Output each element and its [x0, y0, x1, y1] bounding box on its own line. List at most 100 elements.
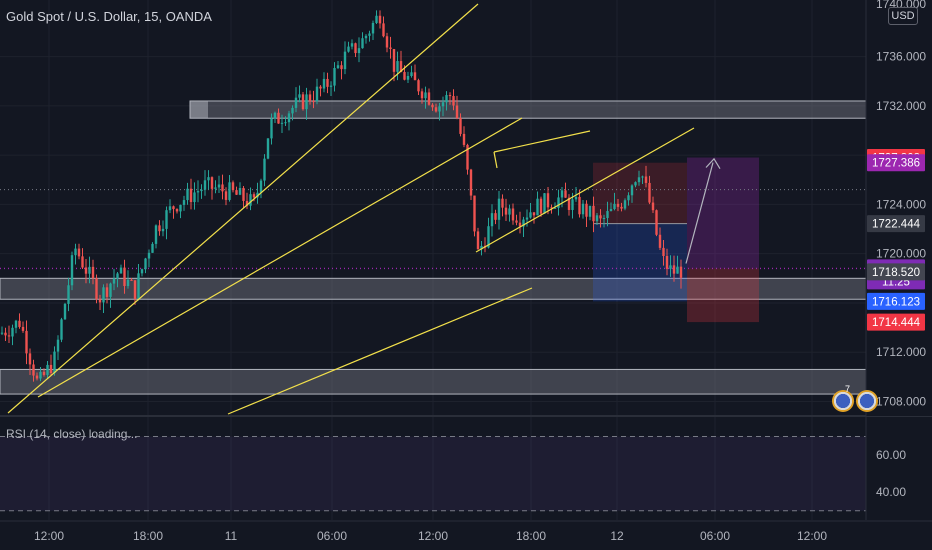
candle-body: [312, 101, 315, 103]
candle-body: [448, 95, 452, 97]
candle-body: [144, 258, 147, 270]
candle-body: [522, 219, 525, 227]
candle-body: [630, 185, 634, 196]
candle-body: [480, 245, 483, 250]
candle-body: [32, 364, 35, 376]
price-tick-label: 1708.000: [876, 394, 926, 408]
candle-body: [550, 207, 553, 209]
candle-body: [431, 104, 434, 108]
candle-body: [193, 192, 196, 203]
candle-body: [84, 267, 88, 274]
candle-body: [441, 102, 445, 107]
long-target-box: [687, 157, 759, 269]
time-axis-bg: [0, 521, 932, 550]
candle-body: [77, 248, 81, 257]
candle-body: [606, 211, 609, 218]
candle-body: [105, 287, 109, 297]
candle-body: [11, 327, 14, 337]
candle-body: [158, 225, 161, 232]
us-flag-event-icon[interactable]: [832, 390, 854, 412]
candle-body: [585, 203, 588, 217]
rsi-tick-label: 60.00: [876, 448, 906, 462]
symbol-title[interactable]: Gold Spot / U.S. Dollar, 15, OANDA: [6, 9, 212, 24]
candle-body: [315, 86, 319, 102]
candle-body: [438, 106, 441, 112]
price-axis[interactable]: 1740.000 1736.000 1732.000 1724.000 1720.000…: [865, 0, 932, 520]
candle-body: [53, 351, 56, 374]
candle-body: [39, 371, 42, 379]
candle-body: [420, 91, 424, 99]
candle-body: [371, 22, 375, 34]
candle-body: [123, 267, 126, 287]
candle-body: [151, 243, 154, 253]
event-count: 7: [845, 384, 851, 394]
candle-body: [487, 226, 490, 248]
candle-body: [354, 43, 357, 54]
candle-body: [133, 280, 137, 299]
candle-body: [553, 207, 557, 209]
projection-arrow-head: [705, 157, 721, 170]
candle-body: [210, 177, 214, 189]
candle-body: [525, 217, 529, 220]
candle-body: [392, 48, 396, 72]
price-label-tag: [867, 263, 925, 281]
candle-body: [651, 202, 655, 211]
candle-body: [375, 15, 378, 23]
candle-body: [676, 266, 679, 274]
time-tick-label: 12: [610, 529, 624, 543]
candle-body: [669, 265, 672, 269]
candle-body: [602, 217, 606, 219]
candle-body: [235, 190, 238, 195]
candle-body: [623, 200, 627, 209]
time-tick-label: 11: [225, 529, 238, 543]
candle-body: [634, 182, 637, 186]
candle-body: [679, 266, 683, 278]
candle-body: [175, 209, 179, 212]
candle-body: [490, 213, 494, 227]
candle-body: [228, 182, 231, 200]
candle-body: [511, 208, 515, 221]
candle-body: [81, 256, 84, 268]
time-axis[interactable]: 12:00 18:00 11 06:00 12:00 18:00 12 06:00 12:00: [0, 520, 932, 550]
candle-body: [7, 335, 11, 337]
price-label-text: 1714.444: [872, 317, 921, 329]
candle-body: [14, 320, 18, 328]
candle-body: [417, 80, 420, 92]
candle-body: [21, 326, 25, 331]
candle-body: [189, 188, 193, 203]
candle-body: [529, 212, 532, 218]
position-boxes[interactable]: [593, 157, 759, 323]
candle-body: [168, 206, 172, 211]
candle-body: [196, 191, 200, 193]
candle-body: [273, 112, 277, 119]
price-label-text: 1716.123: [872, 296, 920, 308]
candle-body: [172, 206, 175, 210]
candle-body: [28, 353, 32, 365]
currency-badge[interactable]: USD: [888, 7, 918, 25]
candle-body: [532, 212, 536, 216]
candle-body: [588, 205, 592, 217]
candle-body: [469, 169, 473, 196]
candle-body: [329, 85, 333, 87]
trend-line: [227, 287, 533, 415]
price-tick-label: 1732.000: [876, 99, 926, 113]
trend-lines[interactable]: [7, 3, 695, 415]
price-label-tag: [867, 215, 925, 233]
candle-body: [217, 184, 221, 188]
price-label-tag: [867, 154, 925, 172]
candle-body: [396, 61, 399, 72]
candle-body: [301, 94, 305, 110]
candle-body: [665, 255, 669, 269]
time-tick-label: 18:00: [516, 529, 546, 543]
candle-body: [504, 207, 508, 215]
candle-body: [109, 283, 112, 297]
price-tick-label: 1720.000: [876, 247, 926, 261]
candle-body: [291, 107, 294, 114]
candle-body: [179, 204, 182, 212]
us-flag-event-icon-2[interactable]: [856, 390, 878, 412]
candle-body: [403, 72, 406, 80]
rsi-indicator-label[interactable]: RSI (14, close) loading...: [6, 427, 138, 441]
candle-body: [49, 364, 53, 374]
candle-body: [221, 184, 224, 192]
